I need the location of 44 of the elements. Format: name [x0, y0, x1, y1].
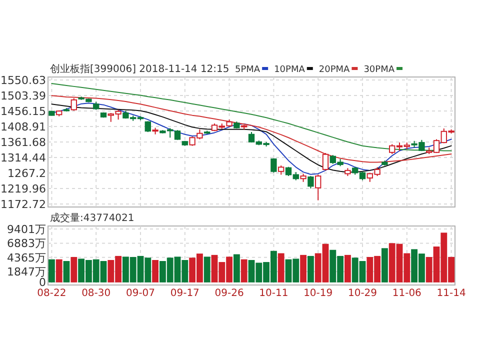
bar	[300, 254, 307, 282]
bar	[48, 259, 55, 282]
x-tick-label: 08-30	[82, 288, 111, 299]
y-tick-label: 0	[39, 276, 46, 289]
x-tick-label: 10-29	[348, 288, 378, 299]
bar	[204, 256, 210, 282]
bar	[240, 259, 248, 282]
chart-title: 创业板指[399006] 2018-11-14 12:15	[50, 63, 230, 75]
bar	[344, 254, 351, 282]
bar	[70, 256, 78, 282]
bar	[56, 259, 62, 282]
x-tick-label: 09-07	[126, 288, 156, 299]
y-tick-label: 1361.68	[0, 136, 46, 149]
bar	[381, 248, 388, 282]
x-tick-label: 11-14	[436, 288, 466, 299]
y-tick-label: 9401万	[7, 223, 46, 236]
bar	[152, 260, 159, 282]
x-tick-label: 09-17	[170, 288, 200, 299]
y-tick-label: 1314.44	[0, 152, 46, 164]
legend-label: 10PMA	[274, 65, 306, 75]
bar	[278, 253, 284, 282]
x-tick-label: 10-11	[259, 288, 288, 299]
bar	[233, 254, 240, 282]
x-tick-label: 08-22	[37, 288, 66, 299]
x-tick-label: 09-26	[214, 288, 244, 299]
x-tick-label: 10-19	[304, 288, 333, 299]
line-series	[51, 82, 452, 152]
y-tick-label: 4365万	[7, 251, 46, 264]
x-tick-label: 11-06	[392, 288, 422, 299]
y-tick-label: 1847万	[7, 266, 46, 279]
y-tick-label: 1550.63	[0, 74, 46, 87]
y-tick-label: 1219.96	[0, 182, 46, 196]
y-tick-label: 1456.15	[0, 105, 46, 118]
y-tick-label: 6883万	[7, 237, 46, 250]
y-tick-label: 1172.72	[0, 198, 46, 211]
legend-label: 30PMA	[364, 65, 396, 75]
y-tick-label: 1503.39	[0, 90, 46, 102]
legend-label: 5PMA	[235, 65, 261, 75]
bar	[63, 261, 70, 282]
legend-label: 20PMA	[318, 65, 351, 75]
bar	[307, 256, 314, 282]
y-tick-label: 1408.91	[0, 120, 46, 134]
y-tick-label: 1267.2	[8, 167, 46, 180]
chart-title: 成交量:43774021	[50, 212, 134, 224]
